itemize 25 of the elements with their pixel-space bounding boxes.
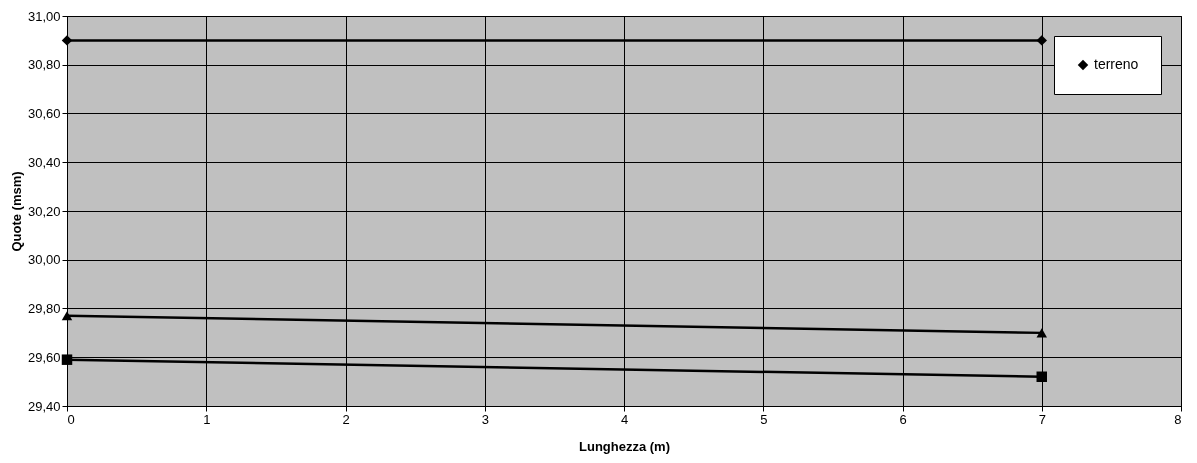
x-tick-label: 4 <box>620 411 629 427</box>
x-tick-label: 5 <box>760 411 768 427</box>
point <box>1036 35 1047 46</box>
y-tick-label: 30,40 <box>27 154 61 170</box>
point <box>61 35 73 46</box>
y-tick-label: 30,60 <box>27 106 61 121</box>
legend-label: terreno <box>1094 56 1139 72</box>
x-tick-label: 7 <box>1038 411 1046 427</box>
y-tick-label: 30,20 <box>27 203 61 219</box>
x-tick-label: 1 <box>203 411 211 427</box>
y-tick-label: 31,00 <box>27 8 61 24</box>
y-tick-label: 30,80 <box>27 57 61 73</box>
y-tick-label: 29,40 <box>27 398 61 414</box>
x-tick-label: 0 <box>67 411 75 427</box>
y-tick-label: 29,60 <box>27 349 61 365</box>
point <box>61 354 73 365</box>
x-tick-label: 8 <box>1174 411 1182 427</box>
y-tick-label: 30,00 <box>27 252 61 268</box>
y-axis-title: Quote (msm) <box>8 171 24 252</box>
x-tick-label: 3 <box>481 411 489 427</box>
x-axis-title: Lunghezza (m) <box>579 438 670 454</box>
x-tick-label: 2 <box>342 411 350 427</box>
point <box>1036 371 1047 382</box>
y-tick-label: 29,80 <box>27 301 61 316</box>
x-tick-label: 6 <box>899 411 907 427</box>
